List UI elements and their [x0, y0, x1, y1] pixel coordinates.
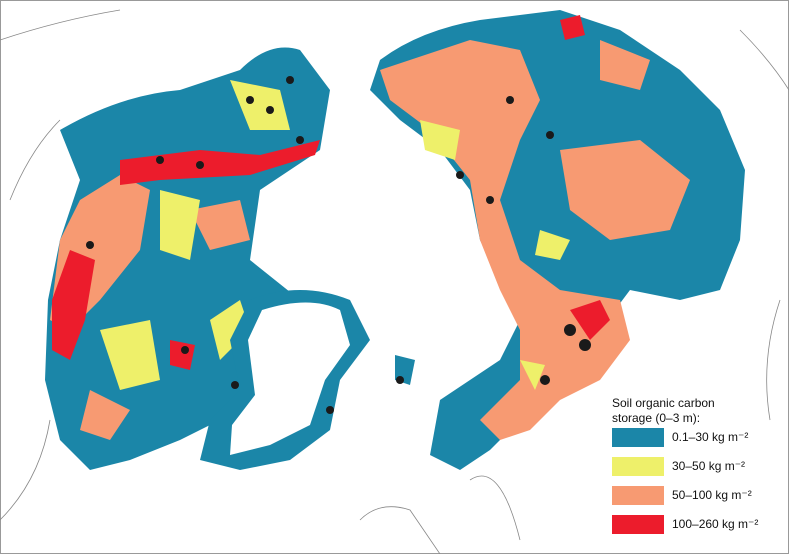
- site: [231, 381, 239, 389]
- site: [326, 406, 334, 414]
- site: [196, 161, 204, 169]
- site: [456, 171, 464, 179]
- site: [246, 96, 254, 104]
- ice-sheet: [230, 302, 350, 455]
- legend-label: 30–50 kg m⁻²: [672, 459, 745, 473]
- legend-swatch: [612, 457, 664, 476]
- site: [286, 76, 294, 84]
- site: [579, 339, 591, 351]
- site: [486, 196, 494, 204]
- legend-label: 0.1–30 kg m⁻²: [672, 430, 748, 444]
- legend: Soil organic carbon storage (0–3 m): 0.1…: [612, 396, 758, 534]
- land-regions: [45, 10, 745, 470]
- legend-swatch: [612, 515, 664, 534]
- site: [540, 375, 550, 385]
- site: [266, 106, 274, 114]
- land-region: [420, 120, 570, 390]
- sites: [86, 76, 591, 414]
- land-region: [100, 80, 290, 390]
- site: [156, 156, 164, 164]
- site: [396, 376, 404, 384]
- site: [546, 131, 554, 139]
- legend-title: storage (0–3 m):: [612, 411, 700, 425]
- legend-swatch: [612, 486, 664, 505]
- legend-swatch: [612, 428, 664, 447]
- site: [181, 346, 189, 354]
- legend-title: Soil organic carbon: [612, 396, 715, 410]
- coastlines: [0, 9, 789, 554]
- site: [86, 241, 94, 249]
- legend-label: 100–260 kg m⁻²: [672, 517, 758, 531]
- land-region: [318, 355, 415, 420]
- site: [506, 96, 514, 104]
- coastline: [0, 9, 789, 554]
- site: [296, 136, 304, 144]
- legend-label: 50–100 kg m⁻²: [672, 488, 752, 502]
- land-region: [50, 175, 250, 440]
- site: [564, 324, 576, 336]
